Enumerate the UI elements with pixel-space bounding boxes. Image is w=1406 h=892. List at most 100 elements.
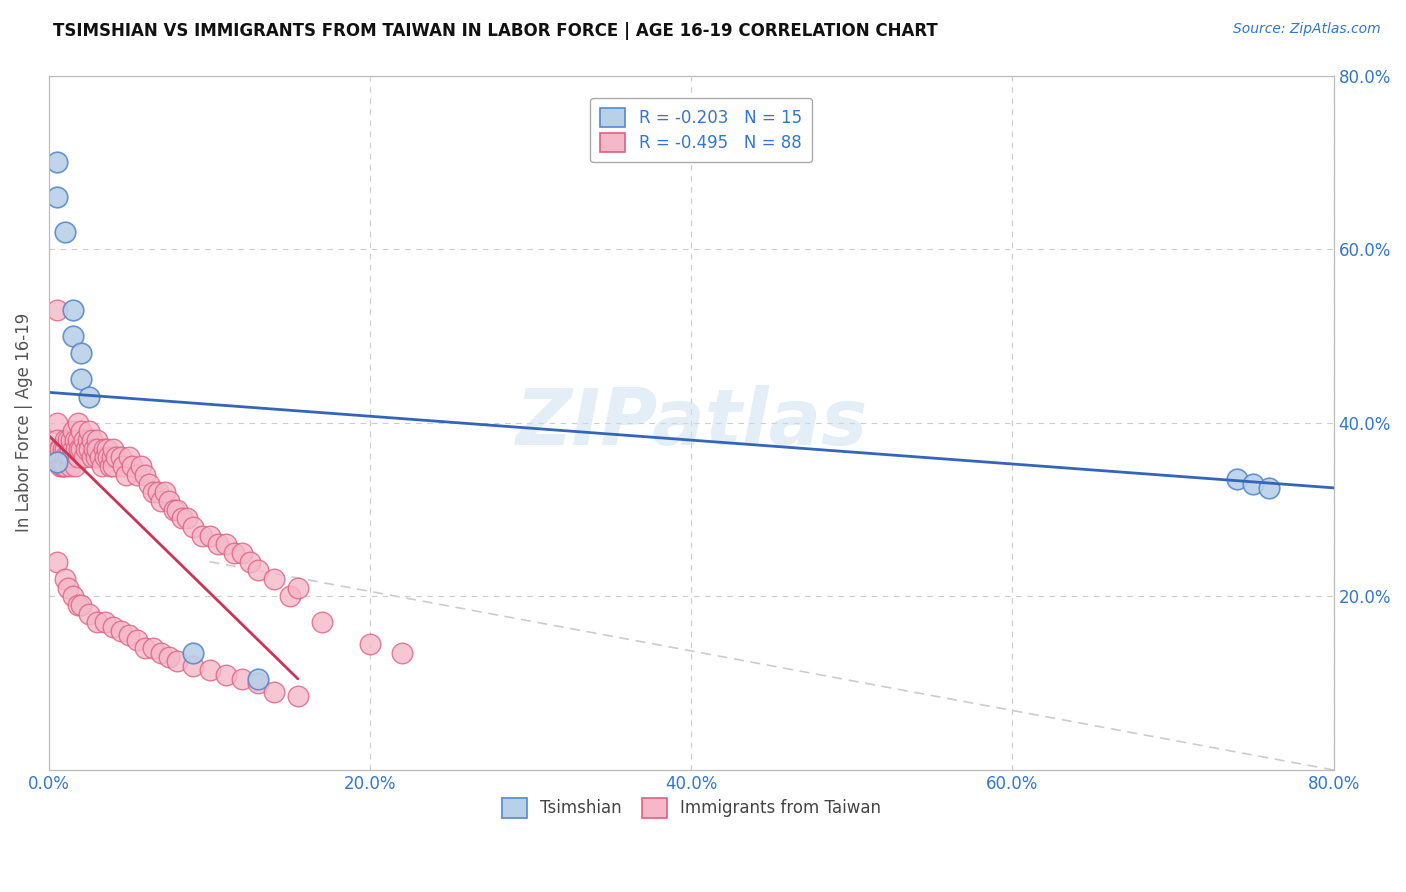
Text: ZIPatlas: ZIPatlas (515, 384, 868, 461)
Point (157, 650, 180, 665)
Point (70, 442, 93, 456)
Point (172, 511, 194, 525)
Point (98, 459, 121, 474)
Point (86, 442, 108, 456)
Point (46, 190, 69, 204)
Point (66, 450, 89, 465)
Point (46, 455, 69, 469)
Point (53, 450, 76, 465)
Point (96, 442, 118, 456)
Point (1258, 481, 1281, 495)
Point (93, 442, 115, 456)
Point (62, 425, 84, 439)
Point (150, 646, 173, 660)
Point (82, 450, 104, 465)
Point (1241, 476, 1264, 491)
Point (94, 615, 117, 630)
Point (60, 450, 83, 465)
Point (287, 690, 309, 704)
Point (63, 433, 86, 447)
Point (163, 502, 186, 516)
Point (58, 433, 80, 447)
Point (46, 433, 69, 447)
Point (118, 628, 141, 642)
Point (100, 450, 122, 465)
Point (83, 442, 105, 456)
Point (63, 459, 86, 474)
Point (391, 646, 413, 660)
Point (118, 450, 141, 465)
Point (65, 442, 87, 456)
Point (66, 598, 89, 612)
Point (53, 433, 76, 447)
Point (70, 346, 93, 360)
Point (166, 655, 188, 669)
Point (190, 528, 212, 542)
Point (77, 390, 100, 404)
Point (86, 615, 108, 630)
Point (77, 442, 100, 456)
Point (153, 485, 176, 500)
Point (62, 329, 84, 343)
Point (70, 372, 93, 386)
Point (246, 676, 269, 690)
Point (89, 450, 111, 465)
Point (46, 416, 69, 430)
Point (287, 581, 309, 595)
Point (52, 459, 75, 474)
Point (59, 442, 82, 456)
Point (198, 663, 221, 677)
Point (49, 459, 72, 474)
Point (76, 433, 98, 447)
Point (134, 641, 156, 656)
Legend: Tsimshian, Immigrants from Taiwan: Tsimshian, Immigrants from Taiwan (495, 791, 887, 824)
Point (183, 658, 205, 673)
Point (115, 467, 138, 482)
Point (129, 459, 152, 474)
Point (97, 450, 120, 465)
Point (311, 615, 333, 630)
Point (157, 494, 180, 508)
Point (66, 433, 89, 447)
Point (263, 572, 285, 586)
Point (359, 637, 381, 651)
Point (127, 632, 149, 647)
Point (86, 433, 108, 447)
Text: TSIMSHIAN VS IMMIGRANTS FROM TAIWAN IN LABOR FORCE | AGE 16-19 CORRELATION CHART: TSIMSHIAN VS IMMIGRANTS FROM TAIWAN IN L… (53, 22, 938, 40)
Point (146, 485, 169, 500)
Point (59, 459, 82, 474)
Point (166, 502, 188, 516)
Point (176, 511, 198, 525)
Point (46, 155, 69, 169)
Text: Source: ZipAtlas.com: Source: ZipAtlas.com (1233, 22, 1381, 37)
Point (246, 563, 269, 577)
Point (183, 520, 205, 534)
Point (60, 433, 83, 447)
Point (48, 450, 70, 465)
Point (53, 225, 76, 239)
Point (214, 537, 236, 551)
Point (62, 302, 84, 317)
Point (53, 459, 76, 474)
Point (62, 442, 84, 456)
Point (91, 459, 114, 474)
Point (75, 442, 97, 456)
Point (52, 442, 75, 456)
Point (103, 459, 125, 474)
Point (110, 450, 132, 465)
Point (51, 450, 73, 465)
Point (53, 442, 76, 456)
Point (49, 442, 72, 456)
Point (70, 425, 93, 439)
Point (51, 459, 73, 474)
Point (142, 485, 165, 500)
Point (84, 450, 107, 465)
Point (103, 620, 125, 634)
Point (73, 433, 96, 447)
Y-axis label: In Labor Force | Age 16-19: In Labor Force | Age 16-19 (15, 313, 32, 533)
Point (94, 450, 117, 465)
Point (69, 442, 91, 456)
Point (46, 555, 69, 569)
Point (127, 467, 149, 482)
Point (121, 459, 143, 474)
